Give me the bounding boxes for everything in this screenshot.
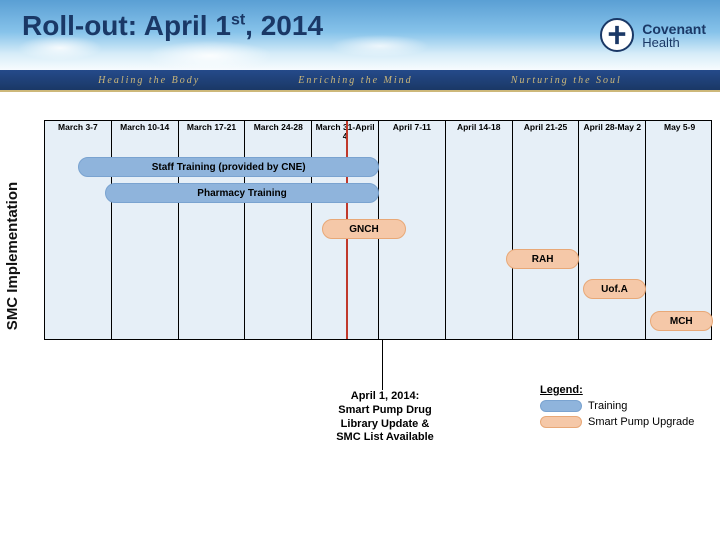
- page-title: Roll-out: April 1st, 2014: [22, 10, 323, 42]
- column-header: March 3-7: [45, 123, 111, 132]
- legend-row-training: Training: [540, 400, 694, 412]
- y-axis-label: SMC Implementation: [4, 156, 34, 356]
- gantt-chart: SMC Implementation March 3-7March 10-14M…: [8, 120, 712, 370]
- column-header: April 7-11: [379, 123, 445, 132]
- grid-column: March 10-14: [112, 121, 179, 339]
- grid-column: March 24-28: [245, 121, 312, 339]
- gantt-bar-training: Staff Training (provided by CNE): [78, 157, 379, 177]
- gantt-bar-upgrade: GNCH: [322, 219, 406, 239]
- gantt-grid: March 3-7March 10-14March 17-21March 24-…: [44, 120, 712, 340]
- column-header: April 14-18: [446, 123, 512, 132]
- header: Roll-out: April 1st, 2014 Covenant Healt…: [0, 0, 720, 92]
- gantt-bar-upgrade: Uof.A: [583, 279, 646, 299]
- legend-swatch-upgrade: [540, 416, 582, 428]
- grid-column: April 28-May 2: [579, 121, 646, 339]
- tagline-b: Enriching the Mind: [298, 75, 412, 86]
- column-header: April 21-25: [513, 123, 579, 132]
- grid-column: May 5-9: [646, 121, 713, 339]
- legend-label-upgrade: Smart Pump Upgrade: [588, 416, 694, 428]
- title-super: st: [231, 12, 245, 29]
- callout-text: April 1, 2014:Smart Pump DrugLibrary Upd…: [300, 390, 470, 445]
- legend-row-upgrade: Smart Pump Upgrade: [540, 416, 694, 428]
- tagline-a: Healing the Body: [98, 75, 200, 86]
- column-header: March 24-28: [245, 123, 311, 132]
- brand-logo: Covenant Health: [600, 18, 706, 52]
- gantt-bar-upgrade: RAH: [506, 249, 579, 269]
- gantt-bar-training: Pharmacy Training: [105, 183, 379, 203]
- grid-column: April 21-25: [513, 121, 580, 339]
- title-suffix: , 2014: [245, 10, 323, 41]
- column-header: March 10-14: [112, 123, 178, 132]
- tagline-bar: Healing the Body Enriching the Mind Nurt…: [0, 70, 720, 92]
- brand-line2: Health: [642, 36, 706, 49]
- brand-text: Covenant Health: [642, 22, 706, 49]
- legend-heading: Legend:: [540, 384, 694, 396]
- brand-line1: Covenant: [642, 22, 706, 36]
- grid-column: March 17-21: [179, 121, 246, 339]
- grid-column: April 14-18: [446, 121, 513, 339]
- grid-column: March 3-7: [45, 121, 112, 339]
- callout-connector: [382, 340, 383, 390]
- tagline-c: Nurturing the Soul: [511, 75, 622, 86]
- legend-swatch-training: [540, 400, 582, 412]
- legend: Legend: Training Smart Pump Upgrade: [540, 384, 694, 432]
- column-header: March 17-21: [179, 123, 245, 132]
- title-prefix: Roll-out: April 1: [22, 10, 231, 41]
- legend-label-training: Training: [588, 400, 627, 412]
- cross-icon: [600, 18, 634, 52]
- column-header: April 28-May 2: [579, 123, 645, 132]
- column-header: May 5-9: [646, 123, 713, 132]
- gantt-bar-upgrade: MCH: [650, 311, 713, 331]
